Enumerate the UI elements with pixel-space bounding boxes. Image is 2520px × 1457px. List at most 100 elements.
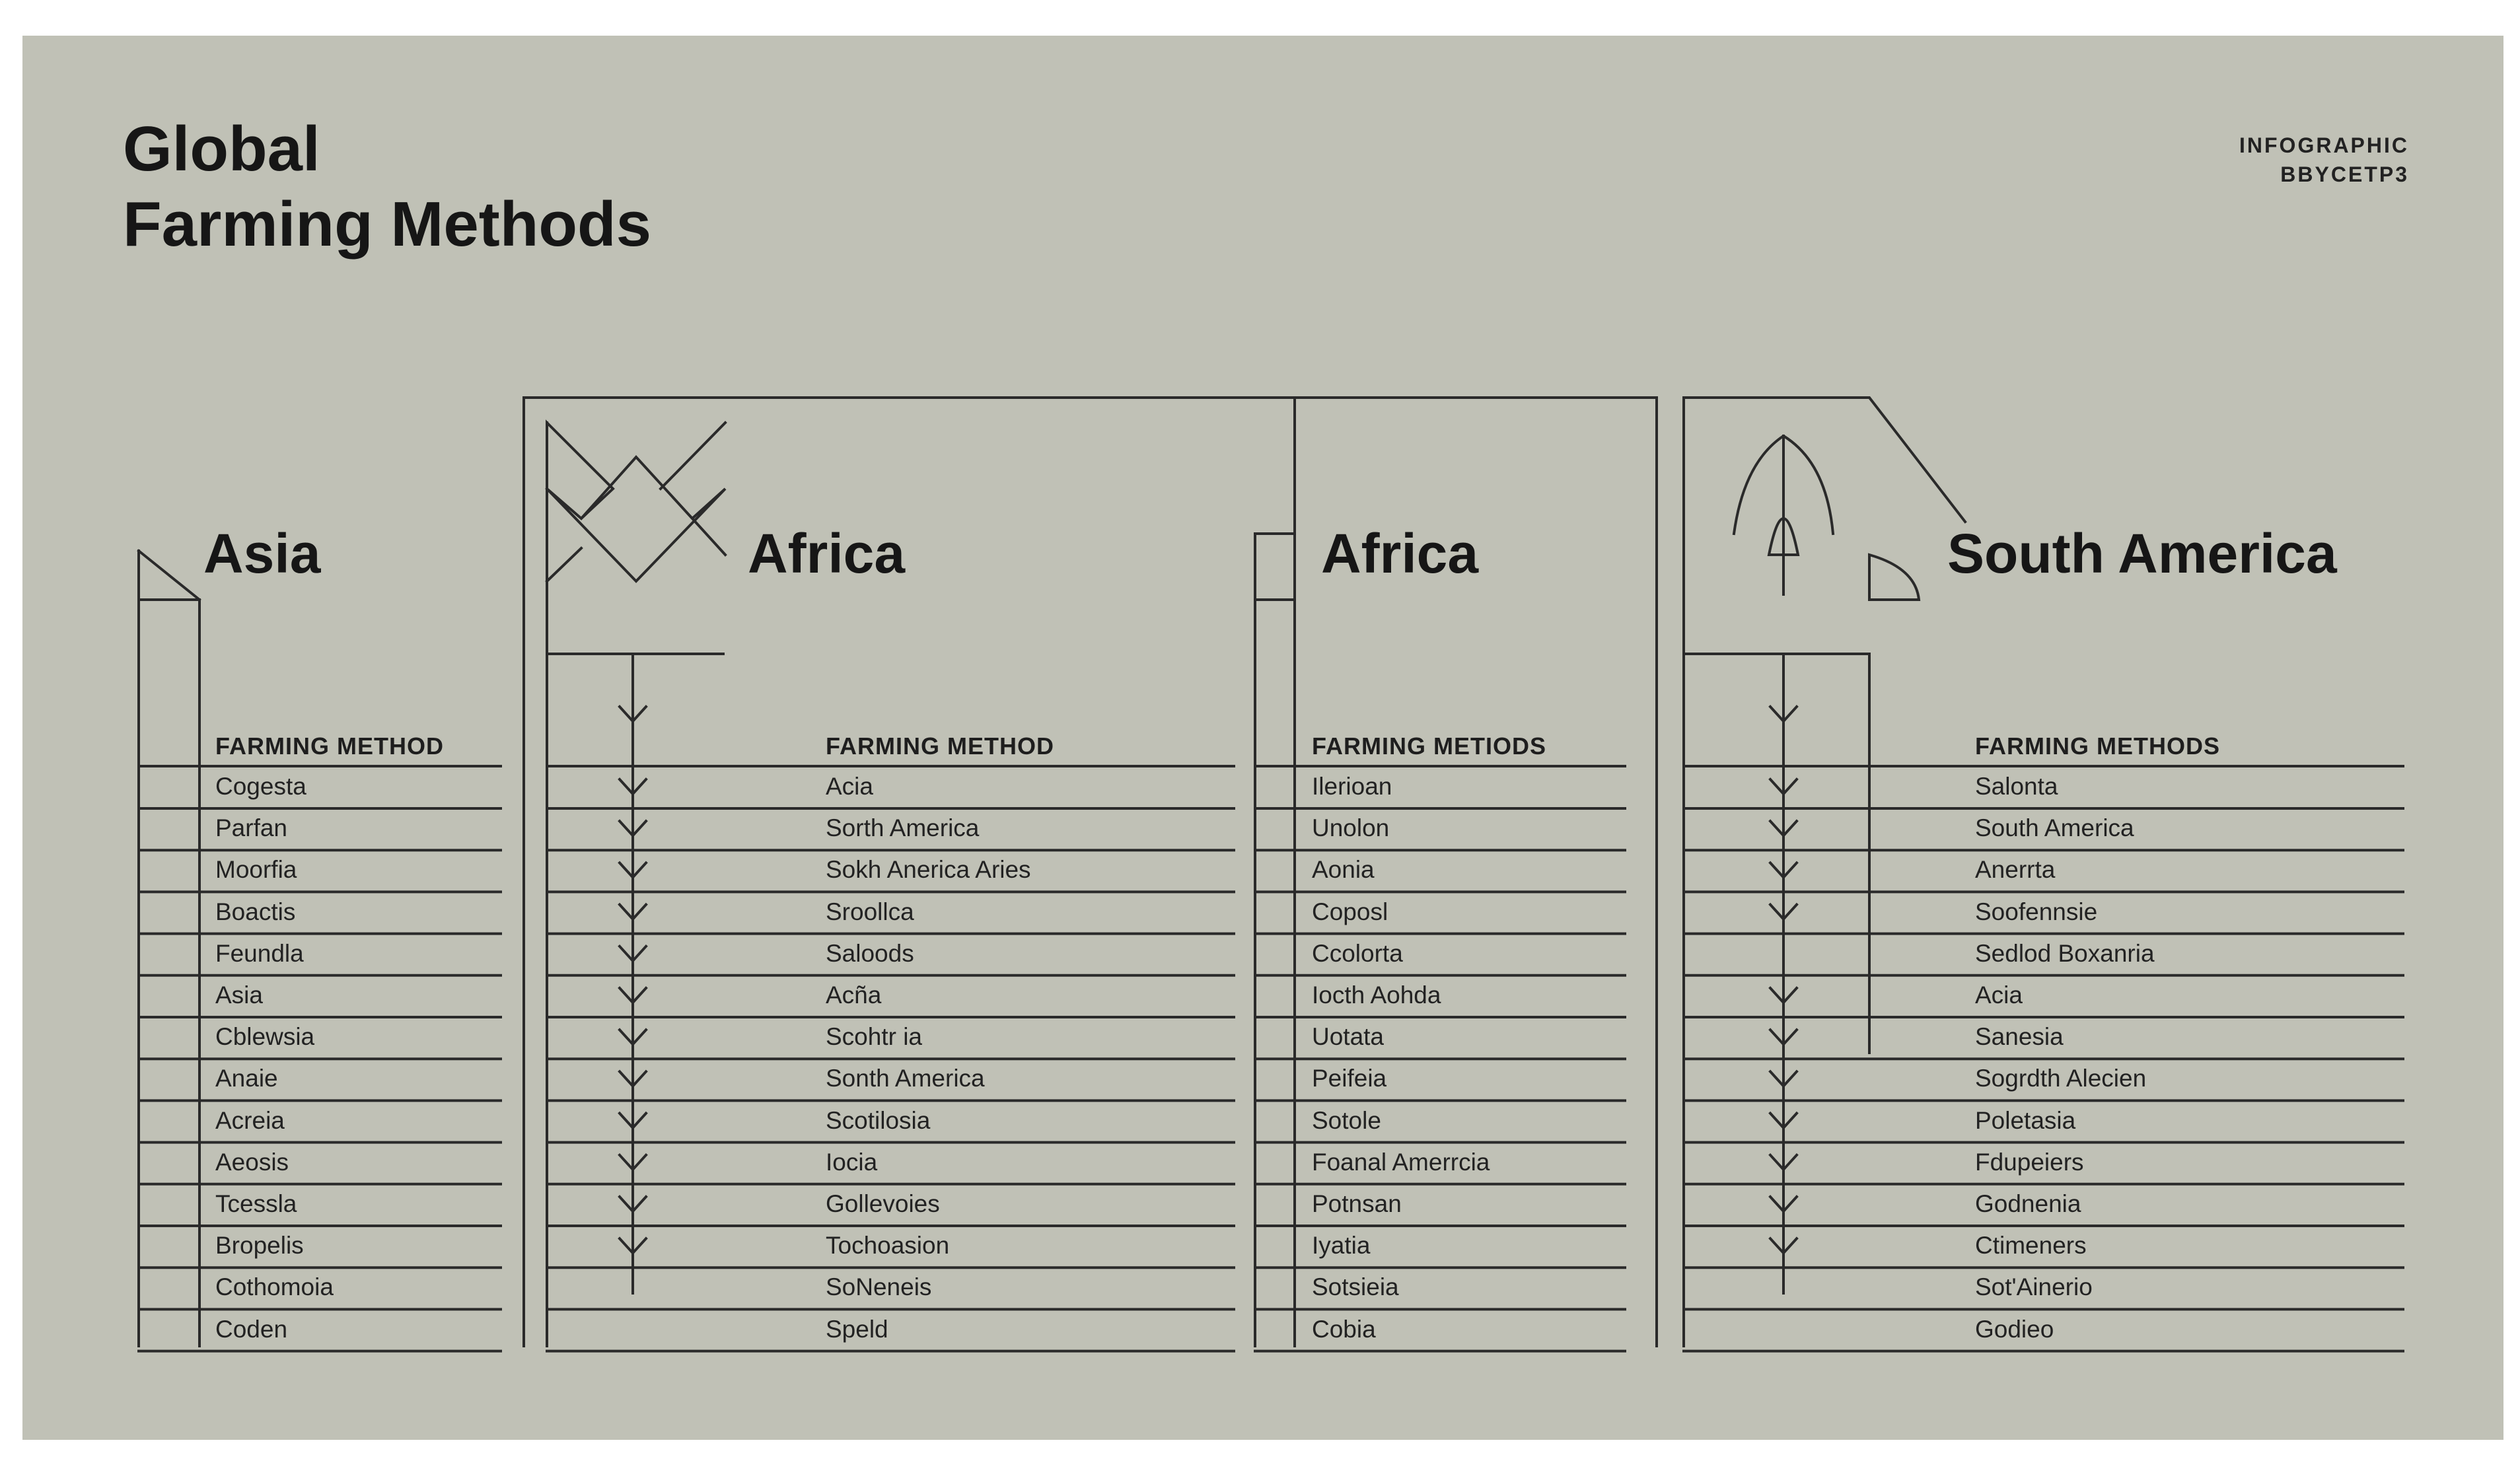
list-item: Coposl [1312,898,1388,925]
bracket-icon [1254,532,1296,1347]
chevron-down-icon [618,1069,648,1088]
badge-line2: BBYCETP3 [2280,162,2409,186]
list-item: Acña [826,981,882,1009]
list-item: Sedlod Boxanria [1975,939,2155,967]
column-header: FARMING METHODS [1975,732,2220,760]
list-item: Sanesia [1975,1023,2064,1051]
list-item: Boactis [215,898,296,925]
chevron-down-icon [618,986,648,1005]
list-item: Iocia [826,1148,878,1176]
list-item: Fdupeiers [1975,1148,2084,1176]
column-header: FARMING METHOD [826,732,1054,760]
row-rules [137,765,2404,1353]
chevron-down-icon [618,1153,648,1172]
list-item: South America [1975,814,2134,842]
list-item: Salonta [1975,773,2058,800]
list-item: Godnenia [1975,1190,2081,1217]
chevron-down-icon [618,1195,648,1213]
list-item: Ctimeners [1975,1232,2087,1260]
chevron-down-icon [1768,1111,1799,1130]
list-item: Iocth Aohda [1312,981,1441,1009]
chevron-down-icon [1768,986,1799,1005]
list-item: Tcessla [215,1190,297,1217]
column-header: FARMING METHOD [215,732,444,760]
list-item: Acreia [215,1106,285,1134]
list-item: Cblewsia [215,1023,315,1051]
list-item: Unolon [1312,814,1390,842]
list-item: Sotole [1312,1106,1381,1134]
page-title-line1: Global [123,114,320,184]
region-title-asia: Asia [203,522,321,585]
list-item: Ccolorta [1312,939,1403,967]
chevron-down-icon [1768,777,1799,796]
region-title-africa: Africa [748,522,906,585]
list-item: Sotsieia [1312,1273,1399,1301]
chevron-down-icon [618,861,648,880]
leaf-icon [1732,434,1835,596]
chevron-down-icon [618,1236,648,1256]
chevron-down-icon [618,1111,648,1130]
list-item: Sot'Ainerio [1975,1273,2093,1301]
chevron-down-icon [1768,1195,1799,1213]
list-item: Asia [215,981,263,1009]
list-item: Coden [215,1315,288,1343]
list-item: Acia [826,773,873,800]
list-item: Moorfia [215,856,297,884]
list-item: Uotata [1312,1023,1385,1051]
chevron-down-icon [618,902,648,921]
list-item: Cogesta [215,773,306,800]
quarter-circle-icon [1868,553,1921,601]
list-item: Saloods [826,939,914,967]
list-item: Anaie [215,1065,278,1092]
chevron-down-icon [1768,1028,1799,1047]
list-item: Ilerioan [1312,773,1392,800]
list-item: Sroollca [826,898,914,925]
list-item: Aonia [1312,856,1375,884]
list-item: Potnsan [1312,1190,1402,1217]
list-item: Cobia [1312,1315,1376,1343]
chevron-down-icon [1768,1236,1799,1256]
list-item: Sonth America [826,1065,985,1092]
list-item: Soofennsie [1975,898,2098,925]
chevron-down-icon [1768,1153,1799,1172]
list-item: Iyatia [1312,1232,1371,1260]
list-item: Acia [1975,981,2023,1009]
list-item: Gollevoies [826,1190,940,1217]
chevron-down-icon [618,819,648,838]
list-item: Tochoasion [826,1232,950,1260]
chevron-down-icon [618,777,648,796]
chevron-down-icon [618,1028,648,1047]
list-item: Scohtr ia [826,1023,923,1051]
chevron-down-icon [1768,705,1799,723]
region-title-south-america: South America [1947,522,2337,585]
list-item: Sokh Anerica Aries [826,856,1031,884]
list-item: Godieo [1975,1315,2054,1343]
list-item: Aeosis [215,1148,289,1176]
region-title-africa-2: Africa [1321,522,1479,585]
list-item: Bropelis [215,1232,304,1260]
list-item: Feundla [215,939,304,967]
infographic-board [22,36,2503,1440]
tent-icon [137,549,201,1347]
list-item: Poletasia [1975,1106,2076,1134]
list-item: Peifeia [1312,1065,1387,1092]
list-item: SoNeneis [826,1273,932,1301]
chevron-down-icon [1768,902,1799,921]
chevron-down-icon [618,705,648,723]
chevron-markers [618,705,1799,1256]
chevron-down-icon [1768,861,1799,880]
chevron-down-icon [1768,819,1799,838]
list-item: Scotilosia [826,1106,931,1134]
column-header: FARMING METIODS [1312,732,1546,760]
list-item: Parfan [215,814,288,842]
list-item: Sogrdth Alecien [1975,1065,2147,1092]
chevron-down-icon [618,944,648,963]
list-item: Sorth America [826,814,980,842]
list-item: Anerrta [1975,856,2056,884]
page-title-line2: Farming Methods [123,189,652,260]
star-icon [545,419,727,583]
list-item: Speld [826,1315,888,1343]
list-item: Cothomoia [215,1273,334,1301]
